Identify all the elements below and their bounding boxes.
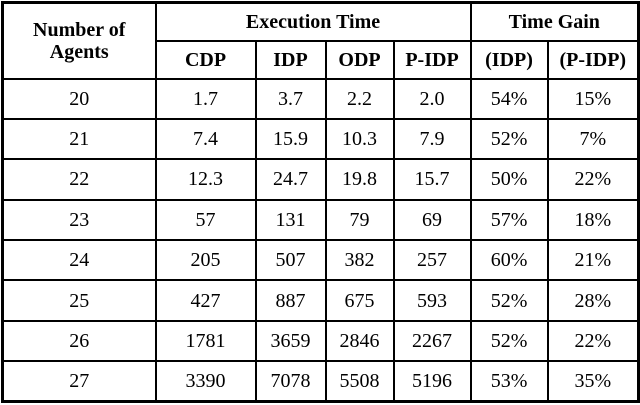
cell-idp: 3.7 <box>254 77 327 120</box>
cell-cdp: 427 <box>154 279 257 322</box>
cell-p-idp: 5196 <box>392 360 472 403</box>
table-row: 21 7.4 15.9 10.3 7.9 52% 7% <box>1 117 640 161</box>
cell-p-idp: 2.0 <box>392 77 472 120</box>
cell-agents: 26 <box>1 319 157 363</box>
header-row-groups: Number of Agents Execution Time Time Gai… <box>1 1 640 80</box>
table-row: 26 1781 3659 2846 2267 52% 22% <box>1 319 640 363</box>
cell-gain-idp: 50% <box>469 158 549 201</box>
cell-cdp: 57 <box>154 198 257 242</box>
cell-cdp: 1.7 <box>154 77 257 120</box>
cell-cdp: 1781 <box>154 319 257 363</box>
table-row: 23 57 131 79 69 57% 18% <box>1 198 640 242</box>
cell-odp: 79 <box>324 198 395 242</box>
cell-idp: 131 <box>254 198 327 242</box>
cell-p-idp: 15.7 <box>392 158 472 201</box>
column-group-time-gain: Time Gain <box>469 1 640 42</box>
table-row: 27 3390 7078 5508 5196 53% 35% <box>1 360 640 403</box>
column-header-odp: ODP <box>324 39 395 80</box>
cell-gain-p-idp: 28% <box>546 279 640 322</box>
cell-p-idp: 69 <box>392 198 472 242</box>
cell-agents: 20 <box>1 77 157 120</box>
cell-p-idp: 593 <box>392 279 472 322</box>
cell-gain-idp: 54% <box>469 77 549 120</box>
cell-agents: 27 <box>1 360 157 403</box>
cell-gain-p-idp: 22% <box>546 158 640 201</box>
cell-odp: 10.3 <box>324 117 395 161</box>
cell-odp: 2846 <box>324 319 395 363</box>
column-group-execution-time: Execution Time <box>154 1 472 42</box>
table-row: 20 1.7 3.7 2.2 2.0 54% 15% <box>1 77 640 120</box>
cell-gain-p-idp: 15% <box>546 77 640 120</box>
cell-agents: 21 <box>1 117 157 161</box>
cell-idp: 15.9 <box>254 117 327 161</box>
column-header-number-of-agents: Number of Agents <box>1 1 157 80</box>
cell-gain-p-idp: 21% <box>546 238 640 282</box>
column-header-idp: IDP <box>254 39 327 80</box>
table-row: 25 427 887 675 593 52% 28% <box>1 279 640 322</box>
cell-gain-idp: 52% <box>469 117 549 161</box>
cell-gain-p-idp: 35% <box>546 360 640 403</box>
cell-gain-idp: 52% <box>469 319 549 363</box>
cell-agents: 22 <box>1 158 157 201</box>
column-header-cdp: CDP <box>154 39 257 80</box>
cell-idp: 7078 <box>254 360 327 403</box>
cell-odp: 675 <box>324 279 395 322</box>
cell-idp: 887 <box>254 279 327 322</box>
cell-cdp: 3390 <box>154 360 257 403</box>
column-header-gain-p-idp: (P-IDP) <box>546 39 640 80</box>
cell-idp: 24.7 <box>254 158 327 201</box>
cell-odp: 5508 <box>324 360 395 403</box>
column-header-p-idp: P-IDP <box>392 39 472 80</box>
cell-idp: 507 <box>254 238 327 282</box>
cell-gain-p-idp: 18% <box>546 198 640 242</box>
cell-odp: 382 <box>324 238 395 282</box>
cell-gain-p-idp: 22% <box>546 319 640 363</box>
column-header-gain-idp: (IDP) <box>469 39 549 80</box>
cell-gain-idp: 57% <box>469 198 549 242</box>
cell-idp: 3659 <box>254 319 327 363</box>
table-row: 22 12.3 24.7 19.8 15.7 50% 22% <box>1 158 640 201</box>
cell-gain-idp: 60% <box>469 238 549 282</box>
cell-odp: 19.8 <box>324 158 395 201</box>
cell-agents: 23 <box>1 198 157 242</box>
cell-cdp: 205 <box>154 238 257 282</box>
cell-p-idp: 2267 <box>392 319 472 363</box>
cell-gain-idp: 52% <box>469 279 549 322</box>
cell-agents: 25 <box>1 279 157 322</box>
cell-agents: 24 <box>1 238 157 282</box>
cell-p-idp: 7.9 <box>392 117 472 161</box>
cell-gain-p-idp: 7% <box>546 117 640 161</box>
cell-cdp: 12.3 <box>154 158 257 201</box>
cell-gain-idp: 53% <box>469 360 549 403</box>
cell-p-idp: 257 <box>392 238 472 282</box>
table-row: 24 205 507 382 257 60% 21% <box>1 238 640 282</box>
header-row-subcolumns: CDP IDP ODP P-IDP (IDP) (P-IDP) <box>3 39 640 80</box>
cell-cdp: 7.4 <box>154 117 257 161</box>
cell-odp: 2.2 <box>324 77 395 120</box>
